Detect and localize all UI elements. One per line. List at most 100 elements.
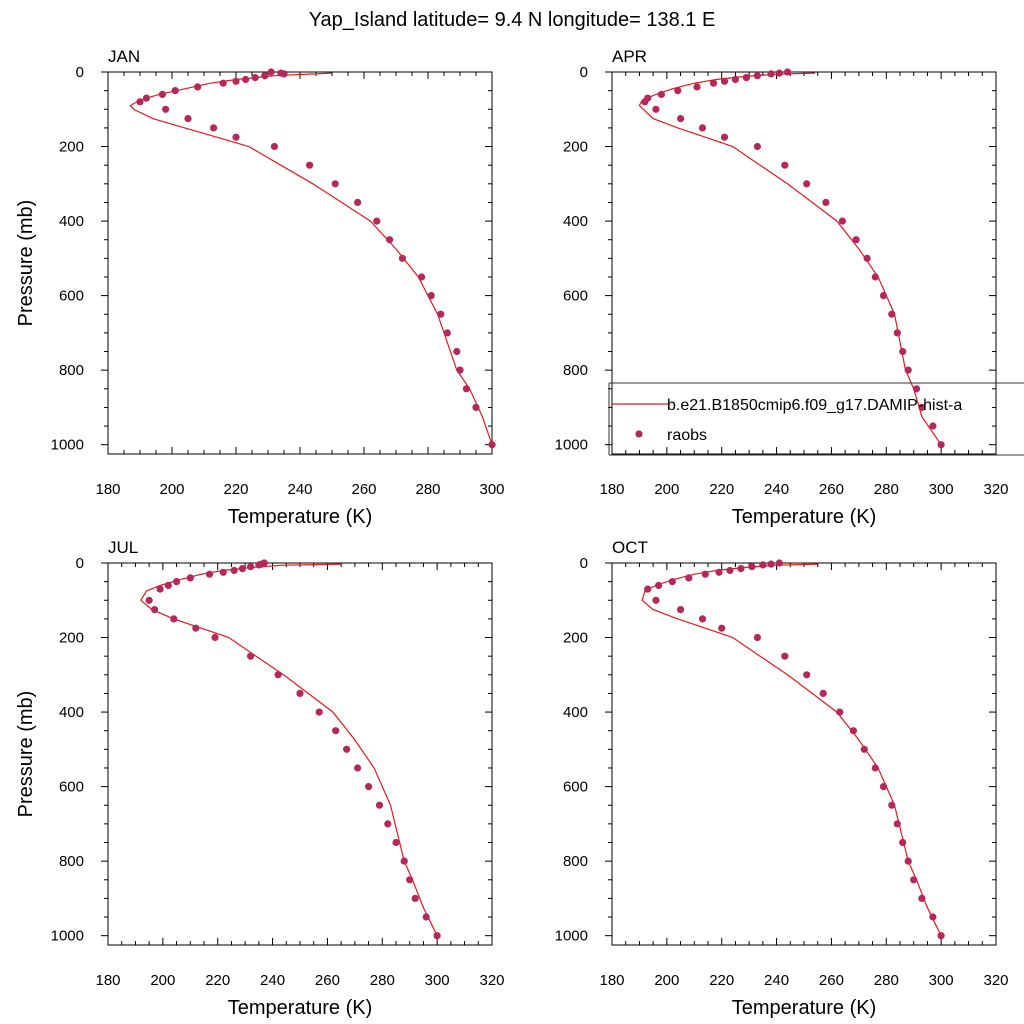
raobs-point (803, 671, 811, 679)
raobs-point (904, 857, 912, 865)
x-tick-label: 180 (599, 481, 624, 498)
raobs-point (685, 574, 693, 582)
raobs-point (354, 764, 362, 772)
raobs-point (184, 115, 192, 123)
raobs-point (698, 124, 707, 132)
raobs-point (205, 570, 214, 578)
raobs-point (641, 98, 649, 106)
raobs-point (668, 578, 676, 586)
raobs-point (677, 115, 685, 123)
y-tick-label: 800 (563, 853, 588, 870)
y-tick-label: 600 (563, 288, 588, 305)
y-tick-label: 400 (59, 704, 84, 721)
raobs-point (375, 801, 384, 809)
raobs-point (929, 422, 937, 430)
raobs-point (775, 69, 783, 77)
y-tick-label: 400 (563, 704, 588, 721)
raobs-point (767, 70, 775, 78)
raobs-point (783, 68, 792, 76)
x-tick-label: 260 (315, 972, 340, 989)
raobs-point (210, 124, 218, 132)
y-tick-label: 200 (563, 630, 588, 647)
raobs-point (232, 77, 240, 85)
y-axis-label: Pressure (mb) (15, 691, 37, 818)
chart-panel-jul: 180 200 220 240 260 280 300 320 0 200 400 600 800 100… (15, 538, 505, 1019)
x-tick-label: 320 (983, 972, 1008, 989)
raobs-point (836, 708, 844, 716)
raobs-point (726, 566, 734, 575)
raobs-point (918, 894, 926, 903)
raobs-point (261, 72, 269, 80)
x-tick-label: 200 (150, 972, 175, 989)
raobs-point (888, 801, 896, 809)
raobs-point (267, 68, 275, 76)
y-tick-label: 0 (580, 555, 588, 572)
raobs-point (860, 745, 868, 753)
x-tick-label: 220 (205, 972, 230, 989)
raobs-point (781, 161, 789, 169)
model-series-line (140, 563, 438, 936)
raobs-point (803, 180, 811, 188)
raobs-point (775, 559, 783, 567)
x-tick-label: 200 (654, 481, 679, 498)
legend-raobs-swatch (635, 430, 643, 438)
raobs-point (918, 403, 926, 411)
raobs-point (255, 561, 263, 569)
raobs-point (384, 820, 392, 828)
raobs-point (247, 652, 255, 660)
plot-frame (107, 562, 493, 946)
raobs-point (767, 560, 775, 568)
raobs-point (879, 292, 888, 300)
raobs-point (488, 441, 496, 449)
raobs-point (145, 596, 153, 604)
raobs-point (427, 292, 435, 300)
figure-title: Yap_Island latitude= 9.4 N longitude= 13… (309, 9, 716, 31)
raobs-point (657, 90, 666, 98)
chart-panel-jan: 180 200 220 240 260 280 300 0 200 400 600 800 1000 JA… (15, 47, 505, 528)
x-tick-label: 280 (874, 972, 899, 989)
raobs-point (910, 876, 918, 884)
x-tick-label: 260 (819, 972, 844, 989)
raobs-point (156, 585, 164, 593)
x-tick-label: 260 (819, 481, 844, 498)
raobs-point (171, 87, 179, 95)
panel-label: JAN (108, 47, 140, 66)
raobs-point (462, 385, 470, 393)
raobs-point (232, 133, 240, 141)
raobs-point (849, 727, 858, 735)
x-tick-label: 320 (983, 481, 1008, 498)
legend-box (609, 383, 1024, 455)
raobs-point (270, 142, 278, 151)
raobs-point (759, 561, 767, 569)
raobs-point (332, 727, 340, 735)
x-tick-label: 260 (351, 481, 376, 498)
raobs-point (644, 585, 652, 593)
raobs-point (162, 105, 170, 113)
raobs-point (238, 565, 246, 573)
raobs-point (819, 689, 827, 698)
raobs-point (453, 347, 461, 356)
raobs-point (912, 385, 921, 393)
raobs-point (937, 441, 945, 449)
model-series-line (638, 72, 942, 446)
raobs-point (731, 75, 740, 84)
raobs-point (277, 69, 285, 77)
raobs-point (251, 74, 259, 82)
raobs-point (400, 857, 408, 865)
y-tick-label: 600 (563, 779, 588, 796)
raobs-point (170, 615, 178, 623)
raobs-point (433, 932, 441, 940)
raobs-point (315, 708, 323, 716)
raobs-point (158, 90, 166, 98)
y-tick-label: 0 (76, 555, 84, 572)
raobs-point (652, 105, 660, 113)
raobs-point (863, 254, 871, 262)
raobs-point (753, 72, 762, 80)
raobs-point (715, 568, 723, 576)
x-tick-label: 200 (654, 972, 679, 989)
x-tick-label: 240 (764, 972, 789, 989)
raobs-point (192, 624, 200, 632)
raobs-point (151, 606, 159, 614)
x-tick-label: 300 (479, 481, 504, 498)
raobs-point (899, 838, 907, 847)
